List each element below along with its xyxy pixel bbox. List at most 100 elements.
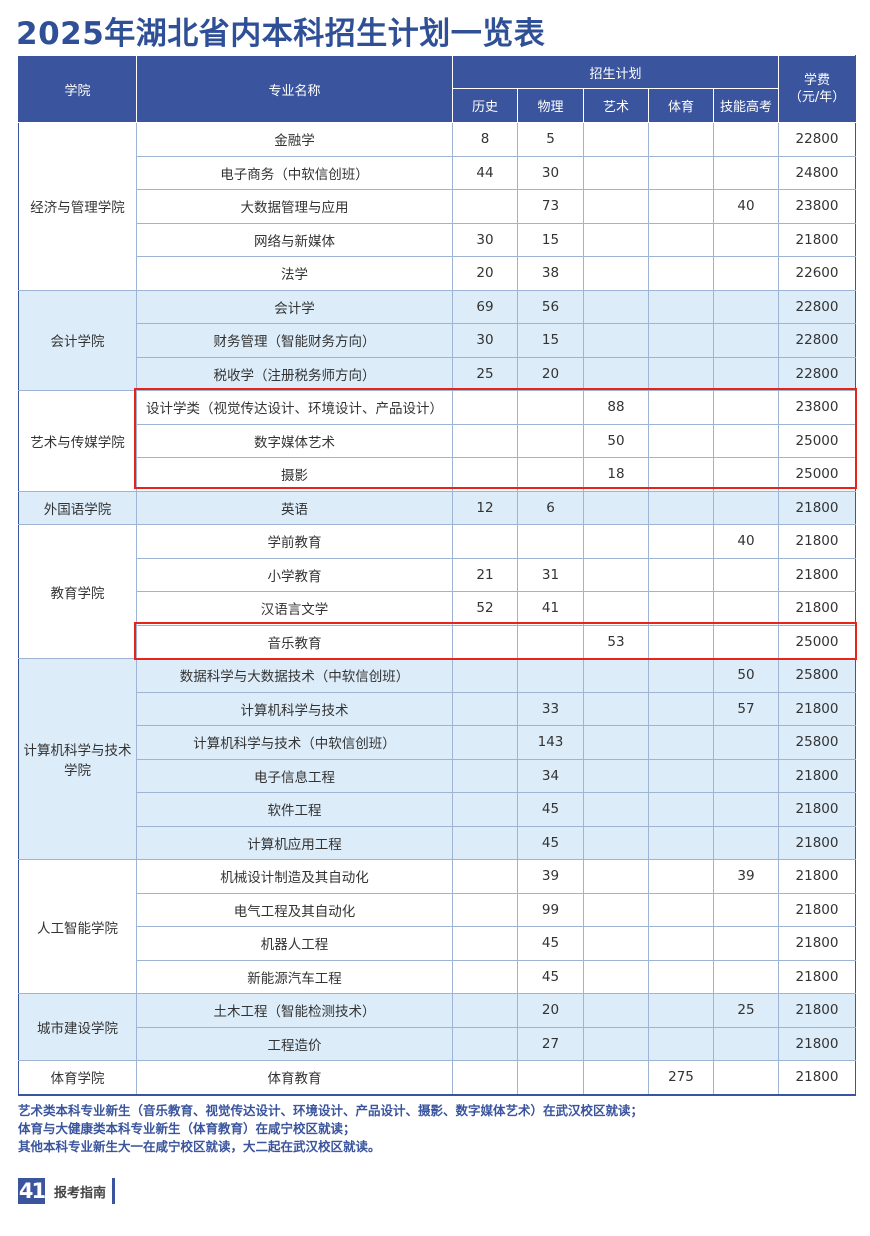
college-name: 计算机科学与技术学院 xyxy=(18,658,137,860)
major-name: 英语 xyxy=(136,490,453,525)
plan-physics: 73 xyxy=(517,189,584,224)
table-row: 税收学（注册税务师方向） 25 20 22800 xyxy=(19,356,857,391)
major-name: 软件工程 xyxy=(136,792,453,827)
major-name: 汉语言文学 xyxy=(136,591,453,626)
plan-art xyxy=(583,758,649,793)
plan-art: 50 xyxy=(583,423,649,458)
footer-divider xyxy=(112,1178,116,1204)
header-major: 专业名称 xyxy=(136,55,453,123)
plan-skill xyxy=(712,222,780,257)
plan-sports xyxy=(648,289,714,324)
major-name: 电子信息工程 xyxy=(136,758,453,793)
plan-history: 8 xyxy=(452,122,518,157)
plan-skill xyxy=(712,423,780,458)
major-name: 学前教育 xyxy=(136,524,453,559)
college-name: 人工智能学院 xyxy=(18,859,137,994)
header-skill: 技能高考 xyxy=(712,88,780,123)
header-art: 艺术 xyxy=(583,88,649,123)
tuition-fee: 21800 xyxy=(778,591,857,626)
table-row: 人工智能学院 机械设计制造及其自动化 39 39 21800 xyxy=(18,859,857,994)
plan-history xyxy=(452,624,518,659)
plan-sports xyxy=(648,423,714,458)
college-name: 体育学院 xyxy=(18,1060,137,1096)
plan-physics xyxy=(517,1060,584,1096)
tuition-fee: 24800 xyxy=(778,155,857,190)
major-name: 数字媒体艺术 xyxy=(136,423,453,458)
note-line: 体育与大健康类本科专业新生（体育教育）在咸宁校区就读； xyxy=(18,1121,356,1136)
table-row: 数字媒体艺术 50 25000 xyxy=(19,423,857,458)
major-name: 计算机应用工程 xyxy=(136,825,453,860)
tuition-fee: 25000 xyxy=(778,457,857,492)
plan-physics: 99 xyxy=(517,892,584,927)
table-row: 软件工程 45 21800 xyxy=(19,792,857,827)
plan-physics: 45 xyxy=(517,926,584,961)
plan-sports xyxy=(648,390,714,425)
plan-physics: 34 xyxy=(517,758,584,793)
plan-sports xyxy=(648,691,714,726)
tuition-fee: 21800 xyxy=(778,892,857,927)
plan-history xyxy=(452,189,518,224)
major-name: 体育教育 xyxy=(136,1060,453,1096)
plan-sports xyxy=(648,256,714,291)
tuition-fee: 21800 xyxy=(778,490,857,525)
plan-skill xyxy=(712,591,780,626)
plan-skill xyxy=(712,725,780,760)
plan-skill: 25 xyxy=(712,993,780,1028)
table-row: 大数据管理与应用 73 40 23800 xyxy=(19,189,857,224)
plan-history xyxy=(452,825,518,860)
college-name: 教育学院 xyxy=(18,524,137,659)
plan-sports xyxy=(648,926,714,961)
table-row: 教育学院 学前教育 40 21800 xyxy=(18,524,857,659)
plan-skill xyxy=(712,926,780,961)
plan-history xyxy=(452,691,518,726)
plan-skill: 57 xyxy=(712,691,780,726)
major-name: 小学教育 xyxy=(136,557,453,592)
plan-physics: 143 xyxy=(517,725,584,760)
plan-physics: 45 xyxy=(517,825,584,860)
tuition-fee: 22800 xyxy=(778,122,857,157)
table-row: 新能源汽车工程 45 21800 xyxy=(19,959,857,994)
plan-art xyxy=(583,792,649,827)
plan-skill xyxy=(712,624,780,659)
footer-label: 报考指南 xyxy=(54,1185,107,1201)
plan-art xyxy=(583,356,649,391)
tuition-fee: 23800 xyxy=(778,189,857,224)
plan-sports xyxy=(648,524,714,559)
major-name: 会计学 xyxy=(136,289,453,324)
plan-sports xyxy=(648,323,714,358)
major-name: 税收学（注册税务师方向） xyxy=(136,356,453,391)
plan-art xyxy=(583,658,649,693)
plan-skill: 40 xyxy=(712,524,780,559)
plan-history xyxy=(452,457,518,492)
header-fee: 学费 （元/年） xyxy=(778,55,857,123)
tuition-fee: 25800 xyxy=(778,725,857,760)
header-history: 历史 xyxy=(452,88,518,123)
plan-sports xyxy=(648,457,714,492)
table-row: 汉语言文学 52 41 21800 xyxy=(19,591,857,626)
plan-physics: 27 xyxy=(517,1026,584,1061)
plan-history: 20 xyxy=(452,256,518,291)
plan-sports xyxy=(648,356,714,391)
table-row: 工程造价 27 21800 xyxy=(19,1026,857,1061)
plan-art xyxy=(583,926,649,961)
major-name: 工程造价 xyxy=(136,1026,453,1061)
major-name: 土木工程（智能检测技术） xyxy=(136,993,453,1028)
tuition-fee: 21800 xyxy=(778,1026,857,1061)
major-name: 新能源汽车工程 xyxy=(136,959,453,994)
plan-physics: 38 xyxy=(517,256,584,291)
plan-sports xyxy=(648,624,714,659)
tuition-fee: 21800 xyxy=(778,792,857,827)
plan-sports xyxy=(648,189,714,224)
tuition-fee: 21800 xyxy=(778,993,857,1028)
table-row: 计算机科学与技术学院 数据科学与大数据技术（中软信创班） 50 25800 xyxy=(18,658,857,860)
plan-history xyxy=(452,926,518,961)
major-name: 数据科学与大数据技术（中软信创班） xyxy=(136,658,453,693)
tuition-fee: 25800 xyxy=(778,658,857,693)
header-sports: 体育 xyxy=(648,88,714,123)
plan-art xyxy=(583,892,649,927)
table-row: 电子信息工程 34 21800 xyxy=(19,758,857,793)
plan-physics: 33 xyxy=(517,691,584,726)
plan-sports xyxy=(648,892,714,927)
plan-physics: 15 xyxy=(517,222,584,257)
table-row: 财务管理（智能财务方向） 30 15 22800 xyxy=(19,323,857,358)
